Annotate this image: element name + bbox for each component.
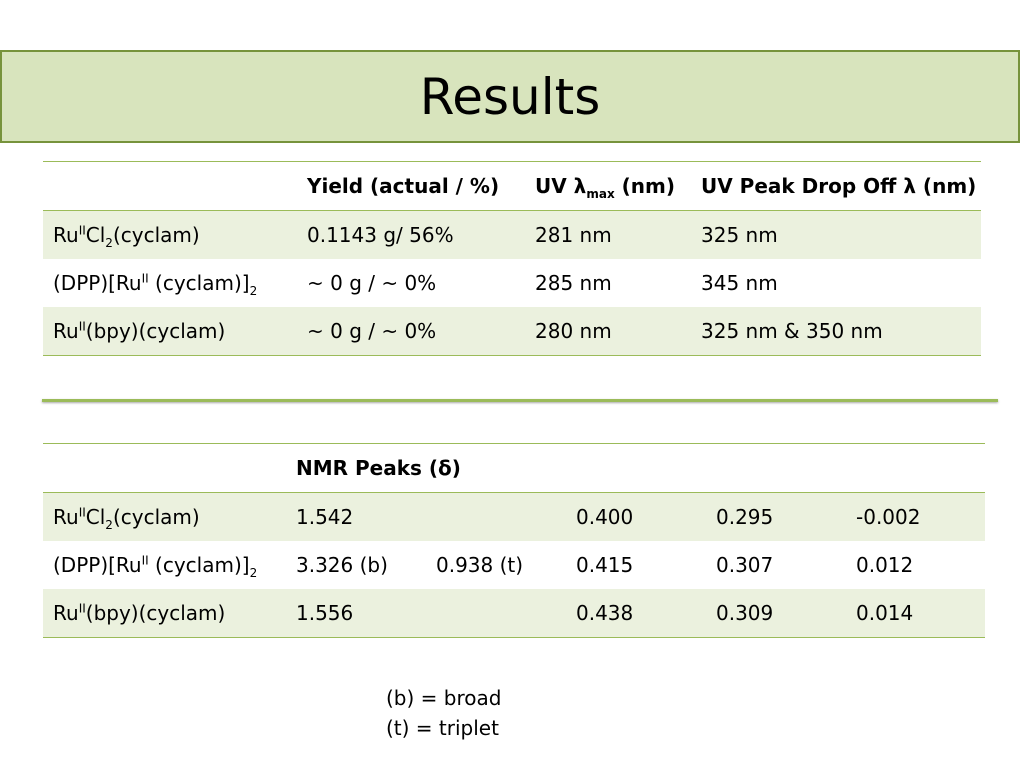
slide-title: Results bbox=[419, 67, 601, 126]
uv-max-cell: 281 nm bbox=[525, 210, 691, 259]
table-row: (DPP)[RuII (cyclam)]2 3.326 (b) 0.938 (t… bbox=[43, 541, 985, 589]
nmr-peak-cell: 1.556 bbox=[286, 589, 426, 638]
nmr-peak-cell: -0.002 bbox=[846, 492, 985, 541]
nmr-peak-cell: 0.415 bbox=[576, 553, 634, 577]
section-divider bbox=[42, 399, 998, 402]
compound-cell: RuIICl2(cyclam) bbox=[43, 210, 297, 259]
compound-cell: RuII(bpy)(cyclam) bbox=[43, 589, 286, 638]
nmr-peak-cell: 0.309 bbox=[706, 589, 846, 638]
nmr-peak-cell: 0.438 bbox=[566, 589, 706, 638]
legend-triplet: (t) = triplet bbox=[386, 716, 499, 740]
table-row: RuII(bpy)(cyclam) ~ 0 g / ~ 0% 280 nm 32… bbox=[43, 307, 981, 356]
uv-max-cell: 285 nm bbox=[535, 271, 612, 295]
table-row: RuIICl2(cyclam) 0.1143 g/ 56% 281 nm 325… bbox=[43, 210, 981, 259]
nmr-peak-cell: 0.307 bbox=[716, 553, 774, 577]
dropoff-cell: 325 nm & 350 nm bbox=[691, 307, 981, 356]
table-header-row: Yield (actual / %) UV λmax (nm) UV Peak … bbox=[43, 161, 981, 211]
title-bar: Results bbox=[0, 50, 1020, 143]
header-empty-cell bbox=[43, 443, 286, 493]
compound-cell: RuIICl2(cyclam) bbox=[43, 492, 286, 541]
yield-cell: ~ 0 g / ~ 0% bbox=[307, 271, 437, 295]
table-row: RuII(bpy)(cyclam) 1.556 0.438 0.309 0.01… bbox=[43, 589, 985, 638]
uv-results-table: Yield (actual / %) UV λmax (nm) UV Peak … bbox=[43, 161, 981, 356]
nmr-peak-cell: 0.295 bbox=[706, 492, 846, 541]
compound-cell: (DPP)[RuII (cyclam)]2 bbox=[53, 553, 258, 580]
dropoff-cell: 345 nm bbox=[701, 271, 778, 295]
table-row: RuIICl2(cyclam) 1.542 0.400 0.295 -0.002 bbox=[43, 492, 985, 541]
nmr-peak-cell: 3.326 (b) bbox=[296, 553, 388, 577]
header-uv-max: UV λmax (nm) bbox=[525, 161, 691, 211]
table-row: (DPP)[RuII (cyclam)]2 ~ 0 g / ~ 0% 285 n… bbox=[43, 259, 981, 307]
yield-cell: 0.1143 g/ 56% bbox=[297, 210, 525, 259]
compound-cell: (DPP)[RuII (cyclam)]2 bbox=[53, 271, 258, 298]
nmr-peak-cell bbox=[426, 492, 566, 541]
nmr-peak-cell: 0.400 bbox=[566, 492, 706, 541]
abbreviation-legend: (b) = broad (t) = triplet bbox=[386, 683, 501, 743]
nmr-peak-cell bbox=[426, 589, 566, 638]
nmr-peak-cell: 0.012 bbox=[856, 553, 914, 577]
nmr-peak-cell: 1.542 bbox=[286, 492, 426, 541]
header-nmr-peaks: NMR Peaks (δ) bbox=[286, 443, 985, 493]
header-dropoff: UV Peak Drop Off λ (nm) bbox=[691, 161, 981, 211]
nmr-peaks-table: NMR Peaks (δ) RuIICl2(cyclam) 1.542 0.40… bbox=[43, 443, 985, 638]
nmr-peak-cell: 0.938 (t) bbox=[436, 553, 524, 577]
compound-cell: RuII(bpy)(cyclam) bbox=[43, 307, 297, 356]
header-yield: Yield (actual / %) bbox=[297, 161, 525, 211]
uv-max-cell: 280 nm bbox=[525, 307, 691, 356]
yield-cell: ~ 0 g / ~ 0% bbox=[297, 307, 525, 356]
nmr-peak-cell: 0.014 bbox=[846, 589, 985, 638]
header-empty-cell bbox=[43, 161, 297, 211]
table-header-row: NMR Peaks (δ) bbox=[43, 443, 985, 493]
legend-broad: (b) = broad bbox=[386, 686, 502, 710]
dropoff-cell: 325 nm bbox=[691, 210, 981, 259]
